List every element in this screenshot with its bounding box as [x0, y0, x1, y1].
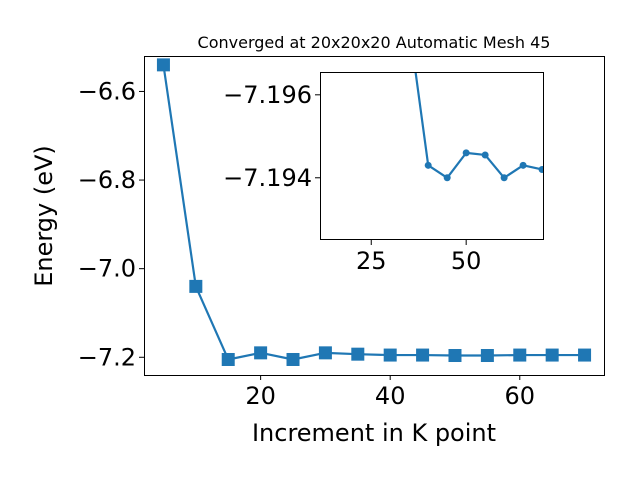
main-x-tick-label: 40: [375, 382, 406, 410]
chart-title: Converged at 20x20x20 Automatic Mesh 45: [198, 33, 551, 52]
inset-plot: 25 50 −7.196 −7.194: [223, 72, 544, 275]
main-data-point: [286, 352, 300, 366]
main-data-point: [189, 279, 203, 293]
inset-data-point: [538, 165, 544, 173]
main-plot: 20 40 60 −6.6 −6.8 −7.0 −7.2: [78, 56, 605, 410]
main-y-tick-label: −7.2: [78, 343, 136, 371]
main-data-point: [221, 352, 235, 366]
inset-data-point: [443, 174, 451, 182]
inset-background: [320, 72, 544, 240]
inset-x-tick-label: 50: [451, 247, 482, 275]
main-y-tick-label: −6.8: [78, 166, 136, 194]
main-data-point: [383, 348, 397, 362]
main-axis-ticks: 20 40 60 −6.6 −6.8 −7.0 −7.2: [78, 77, 535, 410]
y-axis-label: Energy (eV): [30, 145, 58, 287]
main-x-tick-label: 60: [505, 382, 536, 410]
main-plot-frame: [144, 56, 605, 376]
main-series-group: [156, 58, 592, 366]
main-data-point: [416, 348, 430, 362]
main-data-point: [513, 348, 527, 362]
inset-axis-ticks: 25 50 −7.196 −7.194: [223, 81, 481, 275]
main-data-point: [254, 346, 268, 360]
main-y-tick-label: −6.6: [78, 77, 136, 105]
inset-series-line: [414, 72, 543, 179]
inset-data-point: [500, 174, 508, 182]
main-data-point: [351, 347, 365, 361]
main-data-point: [156, 58, 170, 72]
main-series: [156, 58, 592, 366]
inset-series-group: [414, 72, 544, 182]
main-data-point: [480, 349, 494, 363]
x-axis-label: Increment in K point: [252, 419, 496, 447]
inset-data-point: [424, 161, 432, 169]
inset-y-tick-label: −7.194: [223, 164, 312, 192]
main-data-point: [578, 348, 592, 362]
main-data-point: [318, 346, 332, 360]
main-y-tick-label: −7.0: [78, 255, 136, 283]
inset-y-tick-label: −7.196: [223, 81, 312, 109]
inset-plot-frame: [320, 72, 544, 240]
inset-series: [414, 72, 544, 182]
inset-data-point: [462, 149, 470, 157]
main-x-tick-label: 20: [245, 382, 276, 410]
main-data-point: [448, 349, 462, 363]
inset-data-point: [519, 161, 527, 169]
inset-x-tick-label: 25: [356, 247, 387, 275]
inset-data-point: [481, 151, 489, 159]
main-data-point: [545, 348, 559, 362]
